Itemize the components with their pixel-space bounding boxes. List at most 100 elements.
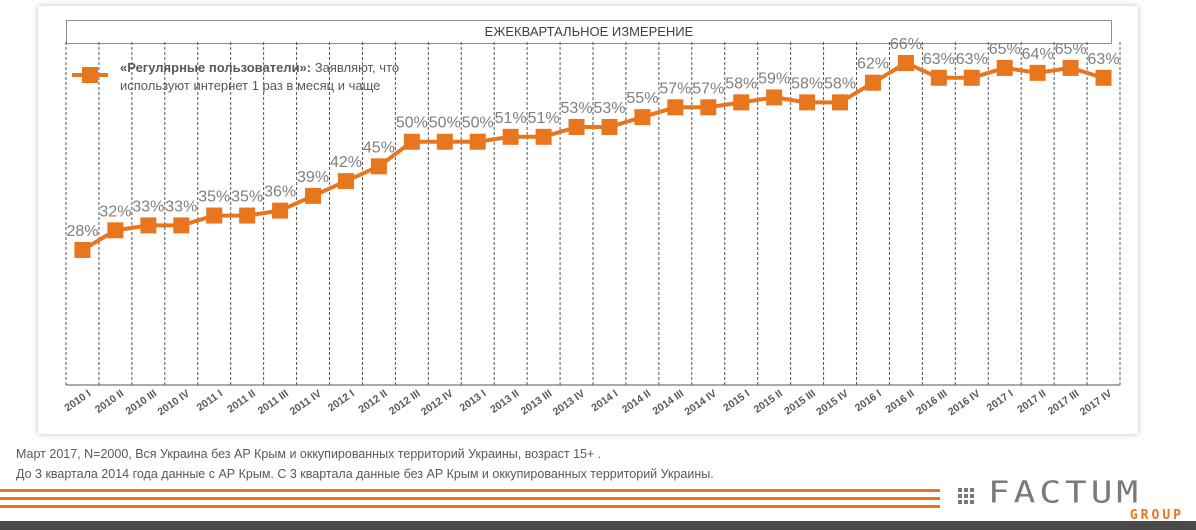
x-tick-label: 2017 III xyxy=(1046,388,1082,418)
data-label: 39% xyxy=(297,169,329,186)
data-label: 53% xyxy=(561,100,593,117)
data-label: 62% xyxy=(857,56,889,73)
footer-bar xyxy=(0,521,1196,530)
grid-lines xyxy=(65,42,1121,386)
data-point-marker xyxy=(1062,59,1079,76)
data-point-marker xyxy=(832,94,849,111)
data-point-marker xyxy=(568,118,585,135)
data-label: 50% xyxy=(429,115,461,132)
data-point-marker xyxy=(766,89,783,106)
logo-sub: GROUP xyxy=(1129,508,1184,523)
x-tick-label: 2016 II xyxy=(883,388,916,416)
x-tick-label: 2012 II xyxy=(356,388,389,416)
x-tick-label: 2013 I xyxy=(458,388,489,415)
brand-stripe xyxy=(0,489,940,492)
data-point-marker xyxy=(206,207,223,224)
data-label: 57% xyxy=(659,80,691,97)
chart-title: ЕЖЕКВАРТАЛЬНОЕ ИЗМЕРЕНИЕ xyxy=(66,20,1112,44)
x-tick-label: 2017 IV xyxy=(1078,388,1115,419)
x-tick-label: 2011 IV xyxy=(288,388,324,418)
data-point-marker xyxy=(733,94,750,111)
x-tick-label: 2015 I xyxy=(721,388,752,415)
data-label: 45% xyxy=(363,139,395,156)
factum-logo: FACTUM GROUP xyxy=(958,478,1188,523)
data-label: 58% xyxy=(725,75,757,92)
footnote-crimea: До 3 квартала 2014 года данные с АР Крым… xyxy=(16,467,714,481)
legend-marker-icon xyxy=(82,67,98,83)
data-point-marker xyxy=(403,133,420,150)
data-label: 50% xyxy=(396,115,428,132)
data-point-marker xyxy=(700,99,717,116)
data-point-marker xyxy=(996,59,1013,76)
data-label: 35% xyxy=(198,189,230,206)
data-label: 33% xyxy=(165,198,197,215)
data-label: 65% xyxy=(1055,41,1087,58)
data-label: 35% xyxy=(231,189,263,206)
data-point-marker xyxy=(963,69,980,86)
data-label: 58% xyxy=(824,75,856,92)
x-tick-label: 2015 IV xyxy=(814,388,851,419)
data-point-marker xyxy=(864,74,881,91)
data-point-marker xyxy=(305,187,322,204)
data-label: 59% xyxy=(758,70,790,87)
data-label: 42% xyxy=(330,154,362,171)
data-label: 51% xyxy=(495,110,527,127)
data-point-marker xyxy=(239,207,256,224)
data-point-marker xyxy=(535,128,552,145)
line-chart: 28%32% 33% 33%35% 35% 36%39%42%45%50% 50% 50% 5… xyxy=(62,36,1121,419)
data-label: 51% xyxy=(528,110,560,127)
data-point-marker xyxy=(436,133,453,150)
data-point-marker xyxy=(272,202,289,219)
data-label: 33% xyxy=(132,198,164,215)
data-point-marker xyxy=(74,242,91,258)
x-tick-label: 2012 I xyxy=(326,388,357,415)
data-label: 63% xyxy=(956,51,988,68)
data-point-marker xyxy=(173,217,190,234)
footnote-sample: Март 2017, N=2000, Вся Украина без АР Кр… xyxy=(16,447,602,461)
data-point-marker xyxy=(1095,69,1112,86)
data-label: 53% xyxy=(593,100,625,117)
legend-text-line2: используют интернет 1 раз в месяц и чаще xyxy=(120,78,380,93)
x-tick-label: 2010 IV xyxy=(155,388,192,419)
data-label: 58% xyxy=(791,75,823,92)
x-tick-label: 2011 II xyxy=(225,388,258,416)
x-tick-label: 2014 IV xyxy=(682,388,719,419)
x-tick-label: 2016 III xyxy=(914,388,950,418)
data-label: 32% xyxy=(99,203,131,220)
x-tick-label: 2014 II xyxy=(620,388,653,416)
data-label: 64% xyxy=(1022,46,1054,63)
data-label: 63% xyxy=(923,51,955,68)
legend: «Регулярные пользователи»: Заявляют, что… xyxy=(72,60,399,93)
x-tick-label: 2011 III xyxy=(256,388,291,418)
data-point-marker xyxy=(799,94,816,111)
x-tick-label: 2017 I xyxy=(985,388,1016,415)
x-tick-label: 2011 I xyxy=(195,388,225,414)
data-label: 36% xyxy=(264,184,296,201)
data-point-marker xyxy=(1029,64,1046,81)
data-point-marker xyxy=(930,69,947,86)
data-point-marker xyxy=(897,55,914,71)
x-tick-label: 2013 III xyxy=(519,388,555,418)
brand-stripe xyxy=(0,497,940,500)
x-tick-label: 2016 IV xyxy=(946,388,983,419)
data-point-marker xyxy=(601,118,618,135)
x-tick-label: 2017 II xyxy=(1015,388,1048,416)
brand-stripe xyxy=(0,505,940,508)
logo-dots-icon xyxy=(958,488,986,504)
data-point-marker xyxy=(107,222,124,239)
legend-bold: «Регулярные пользователи»: xyxy=(120,60,311,75)
x-tick-label: 2012 IV xyxy=(419,388,456,419)
x-tick-label: 2015 III xyxy=(782,388,818,418)
data-label: 57% xyxy=(692,80,724,97)
data-point-marker xyxy=(502,128,519,145)
markers-layer xyxy=(74,55,1112,258)
data-point-marker xyxy=(337,173,354,190)
data-point-marker xyxy=(469,133,486,150)
x-tick-label: 2013 II xyxy=(488,388,521,416)
x-tick-label: 2010 I xyxy=(62,388,93,415)
x-tick-label: 2016 I xyxy=(853,388,884,415)
data-label: 28% xyxy=(66,223,98,240)
x-tick-label: 2014 III xyxy=(650,388,686,418)
data-labels-layer: 28%32% 33% 33%35% 35% 36%39%42%45%50% 50% 50% 5… xyxy=(66,36,1119,240)
